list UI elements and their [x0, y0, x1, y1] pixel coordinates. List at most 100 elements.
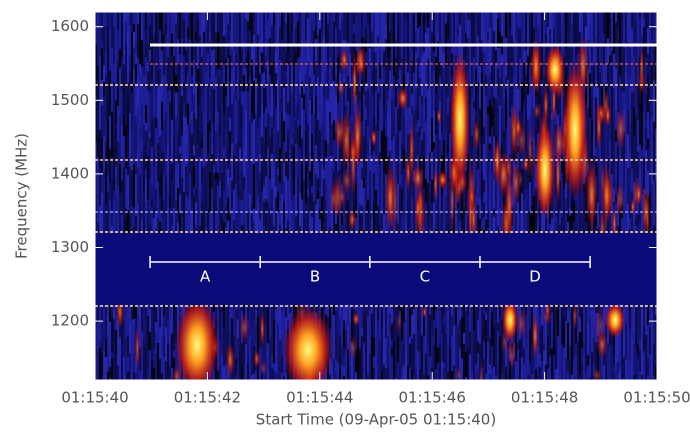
plot-frame	[94, 11, 658, 381]
spectrum-cell	[497, 18, 499, 49]
spectrum-cell	[127, 356, 129, 372]
spectrum-cell	[101, 79, 103, 106]
spectrum-cell	[417, 120, 419, 133]
spectrum-cell	[579, 193, 581, 216]
spectrum-cell	[655, 180, 657, 226]
spectrum-cell	[381, 370, 383, 380]
spectrum-cell	[541, 93, 543, 121]
spectrum-cell	[145, 123, 147, 132]
spectrum-cell	[401, 46, 403, 59]
spectrum-cell	[217, 370, 219, 380]
spectrum-cell	[479, 12, 481, 45]
spectrum-cell	[419, 126, 421, 135]
spectrum-cell	[127, 12, 129, 33]
spectrum-cell	[301, 137, 303, 161]
spectrum-cell	[449, 63, 451, 91]
spectrum-cell	[417, 28, 419, 38]
spectrum-cell	[449, 53, 451, 64]
spectrum-cell	[107, 160, 109, 176]
spectrum-cell	[295, 119, 297, 144]
spectrum-cell	[345, 209, 347, 238]
spectrum-cell	[195, 32, 197, 40]
spectrum-cell	[125, 168, 127, 188]
spectrum-cell	[125, 187, 127, 208]
spectrum-cell	[435, 69, 437, 92]
spectrum-cell	[391, 12, 393, 46]
spectrum-cell	[375, 297, 377, 336]
spectrum-cell	[235, 365, 237, 376]
spectrum-cell	[297, 21, 299, 58]
spectrum-cell	[283, 54, 285, 88]
spectrum-cell	[203, 12, 205, 32]
spectrum-cell	[611, 193, 613, 234]
spectrum-cell	[623, 158, 625, 170]
spectrum-cell	[255, 113, 257, 123]
spectrum-cell	[137, 204, 139, 249]
spectrum-cell	[535, 12, 537, 43]
spectrum-cell	[273, 12, 275, 27]
spectrum-cell	[253, 373, 255, 380]
spectrum-cell	[375, 91, 377, 125]
spectrum-cell	[167, 189, 169, 209]
spectrum-cell	[249, 64, 251, 77]
spectrum-cell	[307, 84, 309, 124]
spectrum-cell	[505, 90, 507, 129]
spectrum-cell	[593, 126, 595, 156]
spectrum-cell	[477, 82, 479, 94]
spectrum-cell	[583, 355, 585, 380]
spectrum-cell	[265, 325, 267, 370]
spectrum-cell	[319, 86, 321, 131]
spectrum-cell	[633, 54, 635, 92]
spectrum-cell	[341, 364, 343, 380]
spectrum-cell	[389, 313, 391, 334]
x-tick-label: 01:15:46	[399, 389, 466, 407]
spectrum-cell	[409, 90, 411, 107]
spectrum-cell	[655, 129, 657, 136]
spectrum-cell	[423, 374, 425, 380]
spectrum-cell	[477, 341, 479, 354]
spectrum-cell	[197, 12, 199, 20]
spectrum-cell	[495, 172, 497, 206]
spectrum-cell	[487, 32, 489, 39]
spectrum-cell	[435, 369, 437, 380]
spectrum-cell	[145, 94, 147, 106]
spectrum-cell	[501, 36, 503, 44]
spectrum-cell	[365, 18, 367, 27]
spectrum-cell	[637, 353, 639, 360]
spectrum-cell	[533, 195, 535, 219]
spectrum-cell	[207, 124, 209, 154]
burst-streak	[253, 348, 261, 369]
spectrum-cell	[421, 12, 423, 58]
spectrum-cell	[469, 12, 471, 21]
spectrum-cell	[127, 82, 129, 98]
spectrum-cell	[553, 176, 555, 213]
spectrum-cell	[213, 123, 215, 164]
spectrum-cell	[363, 343, 365, 380]
spectrum-cell	[125, 347, 127, 380]
spectrum-cell	[351, 122, 353, 132]
spectrum-cell	[507, 44, 509, 80]
spectrum-cell	[229, 55, 231, 82]
spectrum-cell	[627, 204, 629, 232]
spectrum-cell	[373, 172, 375, 206]
spectrum-cell	[241, 170, 243, 201]
spectrum-cell	[435, 56, 437, 70]
spectrum-cell	[155, 128, 157, 158]
spectrum-cell	[395, 72, 397, 108]
spectrum-cell	[193, 60, 195, 95]
spectrum-cell	[359, 161, 361, 205]
burst-streak	[422, 305, 427, 319]
spectrum-cell	[119, 117, 121, 125]
spectrum-cell	[425, 353, 427, 380]
spectrum-cell	[409, 367, 411, 380]
spectrum-cell	[323, 97, 325, 140]
spectrum-cell	[205, 12, 207, 28]
spectrum-cell	[131, 119, 133, 131]
y-tick-label: 1500	[51, 91, 89, 109]
spectrum-cell	[399, 69, 401, 85]
spectrum-cell	[647, 111, 649, 139]
spectrum-cell	[415, 368, 417, 380]
spectrum-cell	[607, 63, 609, 81]
spectrum-cell	[133, 31, 135, 48]
spectrum-cell	[381, 312, 383, 329]
